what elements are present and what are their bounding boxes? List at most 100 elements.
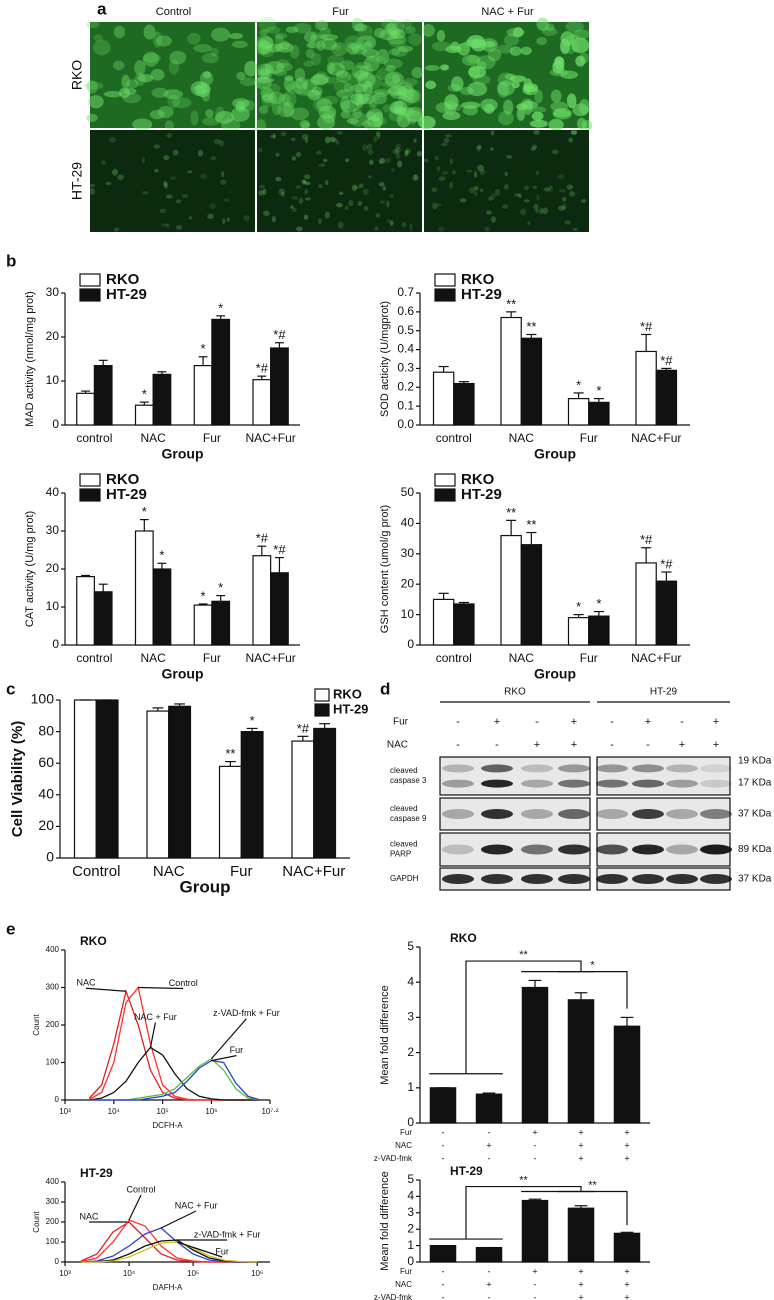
cell: [550, 89, 562, 103]
cell: [163, 89, 183, 100]
treatment-sign: +: [494, 716, 500, 728]
cell: [568, 137, 574, 143]
cell: [166, 133, 172, 138]
cell: [474, 186, 479, 191]
cell: [353, 90, 364, 106]
treatment-sign: -: [495, 739, 499, 751]
cell: [494, 188, 501, 196]
cell: [329, 136, 336, 143]
legend-label: HT-29: [106, 486, 147, 503]
cell: [126, 79, 139, 89]
condition-sign: +: [578, 1292, 583, 1300]
cell: [260, 45, 275, 58]
bar: [429, 1244, 457, 1263]
bar: [432, 371, 455, 426]
x-tick-label: Fur: [580, 651, 598, 665]
legend-label: RKO: [333, 686, 362, 701]
y-tick-label: 20: [401, 576, 415, 590]
condition-sign: -: [442, 1292, 445, 1300]
bar: [475, 1246, 503, 1263]
cell: [466, 54, 481, 64]
significance: *#: [273, 542, 286, 557]
cell: [260, 86, 269, 98]
cell: [255, 119, 267, 132]
x-axis-label: Group: [162, 446, 204, 462]
significance: *#: [297, 721, 310, 736]
cell: [512, 27, 524, 38]
blot-band: [632, 874, 664, 884]
blot-band: [700, 809, 732, 819]
cell: [438, 226, 445, 232]
y-tick-label: 40: [46, 485, 60, 499]
cell: [326, 62, 336, 74]
cell: [303, 31, 317, 43]
cell: [355, 61, 372, 69]
cell: [407, 118, 417, 125]
cell: [188, 216, 193, 220]
cell: [374, 226, 379, 232]
cell: [295, 77, 309, 90]
panel-label: b: [6, 251, 16, 270]
series-label: Control: [127, 1184, 156, 1194]
cell: [284, 74, 294, 82]
cell: [316, 40, 326, 51]
significance: *: [576, 377, 581, 392]
bar: [211, 318, 231, 426]
cell: [88, 95, 104, 109]
cell: [332, 138, 339, 143]
cell: [282, 90, 297, 107]
x-tick-label: NAC: [153, 863, 185, 880]
cell: [376, 48, 390, 64]
blot-band: [700, 779, 732, 788]
cell: [536, 17, 549, 31]
cell: [378, 117, 388, 126]
condition-sign: -: [488, 1153, 491, 1163]
band-size: 17 KDa: [738, 778, 772, 789]
condition-sign: -: [442, 1127, 445, 1137]
cell: [260, 63, 274, 80]
cell: [344, 35, 364, 49]
cell: [324, 180, 329, 186]
cell: [461, 54, 480, 66]
cell: [327, 54, 345, 66]
cell: [566, 184, 574, 190]
blot-band: [521, 844, 553, 855]
cell: [307, 89, 321, 101]
cell: [443, 137, 450, 144]
cell: [215, 110, 234, 124]
histogram-line: [89, 986, 261, 1101]
cell: [566, 93, 577, 109]
cell: [243, 215, 250, 222]
blot-band: [558, 764, 590, 773]
x-tick-label: control: [76, 431, 112, 445]
label-arrow: [210, 1018, 247, 1060]
cell: [367, 148, 374, 156]
cell: [394, 146, 401, 153]
bracket: [558, 1190, 628, 1226]
y-tick-label: 100: [46, 1237, 60, 1246]
cell: [565, 21, 584, 32]
cell: [236, 71, 246, 80]
condition-sign: +: [624, 1127, 629, 1137]
legend-label: RKO: [461, 271, 495, 288]
cell: [503, 184, 509, 190]
cell: [527, 221, 531, 225]
y-axis-label: Count: [32, 1211, 41, 1233]
legend-swatch: [434, 473, 456, 487]
cell: [476, 55, 496, 70]
series-label: NAC: [80, 1211, 100, 1221]
cell: [349, 111, 368, 127]
cell: [272, 133, 277, 139]
histogram-line: [81, 1241, 258, 1263]
cell: [447, 83, 461, 92]
cell: [151, 87, 169, 98]
x-tick-label: NAC: [509, 651, 535, 665]
cell: [270, 134, 275, 139]
x-tick-label: 10⁵: [187, 1269, 199, 1278]
cell: [570, 130, 578, 135]
cell: [231, 40, 248, 49]
cell: [384, 23, 398, 36]
cell: [339, 96, 351, 111]
cell: [298, 197, 304, 204]
cell: [137, 74, 154, 83]
